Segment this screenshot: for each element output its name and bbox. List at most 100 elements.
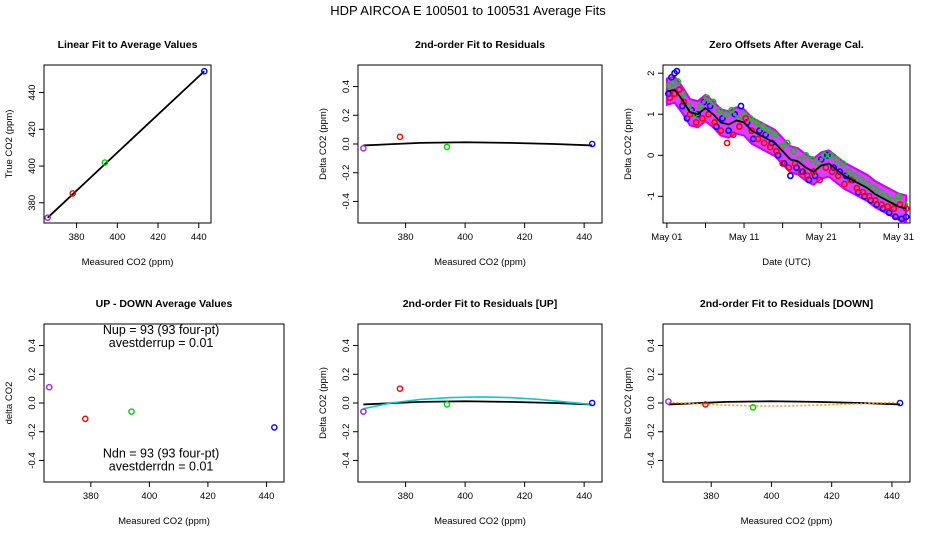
data-point-blue (896, 399, 904, 407)
data-point-red (81, 415, 89, 423)
series-point-red (797, 168, 805, 176)
data-point-green (101, 159, 109, 166)
series-point-blue (902, 213, 910, 221)
series-point-green (845, 168, 853, 176)
y-tick-label: 1 (646, 112, 657, 117)
series-point-red (816, 176, 824, 184)
y-axis-label: True CO2 (ppm) (4, 110, 15, 179)
y-tick-label: 0.0 (27, 396, 38, 409)
series-point-green (833, 155, 841, 163)
series-point-red (760, 139, 768, 147)
data-point-green (128, 408, 135, 415)
y-axis-label: Delta CO2 (ppm) (623, 367, 634, 439)
annotation-text: Ndn = 93 (93 four-pt) (103, 447, 219, 461)
series-point-blue (891, 213, 899, 221)
data-point-red (702, 401, 709, 408)
x-axis-label: Measured CO2 (ppm) (118, 516, 210, 527)
series-point-blue (673, 67, 681, 75)
series-point-red (748, 127, 756, 135)
y-tick-label: 0.4 (646, 339, 657, 352)
series-point-red (884, 203, 892, 210)
data-point-red (69, 190, 77, 197)
x-tick-label: 440 (191, 232, 207, 243)
y-tick-label: -0.2 (341, 424, 352, 440)
series-point-blue (719, 114, 726, 122)
series-point-red (853, 184, 861, 192)
series-point-red (859, 188, 867, 196)
y-tick-label: -0.4 (341, 452, 352, 468)
panel-title: 2nd-order Fit to Residuals [DOWN] (700, 298, 873, 310)
y-tick-label: 0.2 (646, 368, 657, 381)
y-tick-label: 440 (27, 85, 38, 101)
series-point-red (680, 98, 688, 106)
series-point-green (697, 102, 705, 110)
x-axis-label: Measured CO2 (ppm) (741, 516, 833, 527)
x-tick-label: 420 (200, 491, 216, 502)
y-tick-label: 0.0 (341, 396, 352, 409)
series-point-blue (824, 151, 831, 159)
series-point-red (878, 201, 885, 208)
data-point-red (396, 133, 404, 141)
series-point-green (765, 127, 773, 135)
y-axis-label: Delta CO2 (ppm) (623, 108, 634, 180)
series-point-red (828, 168, 836, 176)
series-point-blue (786, 172, 794, 180)
x-tick-label: 400 (141, 491, 157, 502)
series-point-green (678, 90, 686, 98)
series-point-red (692, 119, 700, 126)
x-tick-label: 420 (150, 232, 166, 243)
series-point-blue (756, 127, 763, 135)
series-point-red (785, 164, 793, 171)
y-axis-label: Delta CO2 (ppm) (318, 367, 329, 439)
y-tick-label: 0.2 (341, 368, 352, 381)
panel-title: UP - DOWN Average Values (96, 298, 233, 310)
x-axis-label: Date (UTC) (762, 257, 811, 268)
y-tick-label: 0.0 (341, 137, 352, 150)
data-point-purple (44, 214, 51, 221)
x-tick-label: 440 (576, 232, 592, 243)
series-point-red (666, 94, 674, 102)
series-point-green (790, 147, 797, 155)
x-tick-label: May 01 (651, 232, 682, 243)
page-title: HDP AIRCOA E 100501 to 100531 Average Fi… (330, 3, 606, 18)
series-point-blue (668, 73, 675, 81)
x-axis-label: Measured CO2 (ppm) (82, 257, 174, 268)
y-tick-label: 0.4 (27, 339, 38, 352)
data-point-purple (360, 145, 367, 152)
y-tick-label: 400 (27, 158, 38, 174)
x-tick-label: 420 (517, 232, 533, 243)
x-tick-label: 440 (884, 491, 900, 502)
x-tick-label: 440 (259, 491, 275, 502)
series-point-green (715, 106, 723, 114)
series-point-red (675, 86, 683, 94)
zero-offset-band (665, 75, 908, 224)
y-tick-label: 2 (646, 71, 657, 76)
series-point-green (674, 78, 682, 85)
fit-line-cyan (363, 396, 593, 410)
series-point-green (722, 110, 729, 118)
series-point-blue (706, 102, 714, 110)
series-point-blue (737, 102, 745, 110)
y-tick-label: -1 (646, 192, 657, 200)
x-tick-label: 400 (457, 232, 473, 243)
series-point-red (698, 114, 706, 122)
series-point-green (752, 119, 760, 126)
x-tick-label: May 21 (806, 232, 837, 243)
y-tick-label: 420 (27, 121, 38, 137)
series-point-green (759, 123, 766, 130)
series-point-green (709, 98, 717, 106)
y-tick-label: -0.4 (27, 452, 38, 468)
data-point-blue (588, 140, 596, 148)
series-point-blue (725, 127, 733, 135)
series-point-red (729, 131, 737, 139)
series-point-green (820, 151, 828, 159)
panel-p4: UP - DOWN Average Values 380 400 420 440 -0.4… (4, 298, 285, 527)
plot-frame (43, 64, 212, 224)
panel-p1: Linear Fit to Average Values 380 400 420 440… (4, 39, 212, 268)
y-tick-label: 0 (646, 153, 657, 158)
annotation-text: Nup = 93 (93 four-pt) (103, 323, 219, 337)
series-point-red (773, 147, 780, 155)
data-point-purple (45, 383, 53, 391)
series-point-blue (700, 98, 708, 106)
